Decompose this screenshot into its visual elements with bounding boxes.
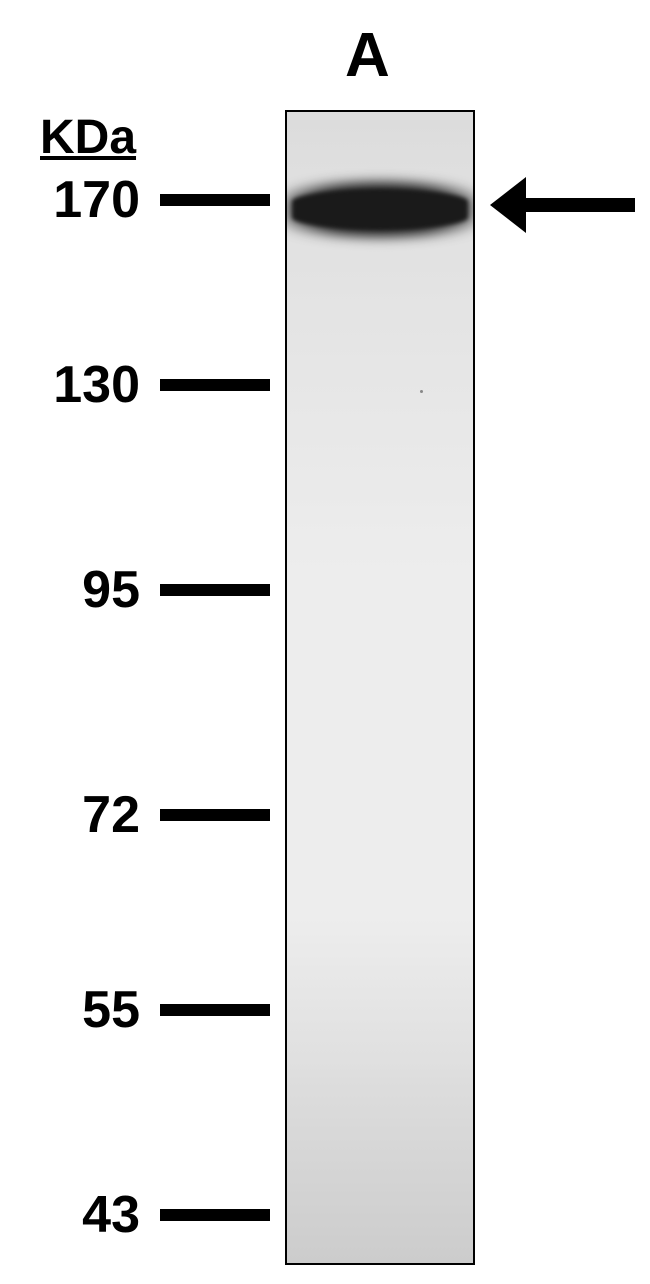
marker-tick-55 [160,1004,270,1016]
marker-label-170: 170 [20,170,140,230]
marker-tick-130 [160,379,270,391]
unit-label: KDa [40,110,136,165]
blot-lane-a [285,110,475,1265]
lane-label-a: A [345,20,390,91]
marker-label-130: 130 [20,355,140,415]
protein-band-core-0 [292,190,468,229]
marker-tick-72 [160,809,270,821]
western-blot-figure: KDa A 170 130 95 72 55 43 [0,0,650,1284]
marker-label-72: 72 [20,785,140,845]
marker-tick-170 [160,194,270,206]
blot-background [287,112,473,1263]
arrow-shaft [518,198,635,212]
marker-label-43: 43 [20,1185,140,1245]
speckle-0 [420,390,423,393]
arrow-head [490,177,526,233]
marker-tick-43 [160,1209,270,1221]
marker-label-55: 55 [20,980,140,1040]
marker-tick-95 [160,584,270,596]
marker-label-95: 95 [20,560,140,620]
